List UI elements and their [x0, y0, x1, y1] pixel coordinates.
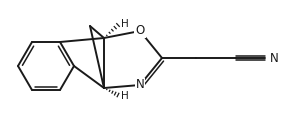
- Text: O: O: [135, 25, 145, 37]
- Text: N: N: [270, 51, 279, 65]
- Text: H: H: [121, 91, 129, 101]
- Text: N: N: [136, 79, 144, 91]
- Text: H: H: [121, 19, 129, 29]
